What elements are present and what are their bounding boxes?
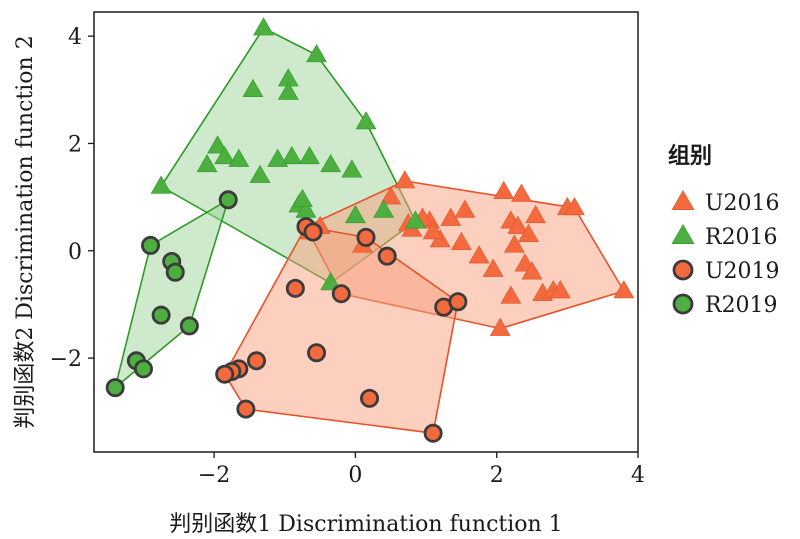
point-r2016	[320, 272, 342, 291]
legend-marker	[671, 223, 695, 245]
series-r2016	[150, 17, 426, 291]
y-tick-label: 4	[68, 25, 82, 50]
point-r2016	[355, 111, 377, 130]
point-r2016	[242, 78, 264, 98]
point-u2019	[377, 246, 397, 266]
legend-label: R2016	[705, 225, 778, 250]
point-u2019	[448, 292, 468, 312]
x-tick-label: 2	[490, 463, 504, 488]
point-u2016	[493, 180, 515, 200]
point-r2019	[105, 378, 125, 398]
point-u2016	[450, 231, 472, 250]
series-r2019	[105, 190, 238, 398]
legend-marker	[672, 293, 694, 315]
point-u2016	[525, 205, 546, 224]
point-u2016	[518, 223, 539, 242]
point-r2016	[405, 210, 426, 229]
point-u2016	[511, 183, 532, 202]
point-r2016	[344, 205, 366, 224]
legend-label: U2019	[705, 259, 780, 284]
legend-items: U2016 R2016 U2019 R2019	[671, 189, 780, 318]
point-r2016	[207, 135, 229, 154]
point-r2019	[179, 316, 199, 336]
legend-item-u2019: U2019	[672, 259, 780, 284]
point-u2019	[285, 278, 305, 298]
point-u2016	[380, 186, 402, 205]
point-r2019	[165, 262, 185, 282]
point-r2016	[249, 164, 271, 183]
point-r2016	[267, 148, 289, 167]
point-u2016	[468, 245, 490, 264]
point-u2016	[454, 199, 476, 218]
point-r2016	[291, 188, 313, 208]
point-u2016	[500, 285, 522, 304]
y-axis-title: 判别函数2 Discrimination function 2	[13, 35, 38, 428]
point-r2016	[150, 175, 172, 194]
point-u2019	[360, 388, 380, 408]
x-tick-label: 4	[631, 463, 645, 488]
point-r2016	[253, 17, 274, 36]
point-r2016	[341, 159, 363, 178]
point-u2019	[331, 284, 351, 304]
point-u2016	[489, 317, 511, 336]
point-r2019	[218, 190, 238, 210]
legend-title: 组别	[668, 143, 712, 169]
point-u2016	[549, 280, 571, 299]
point-r2019	[151, 305, 171, 325]
point-u2016	[422, 221, 444, 240]
legend-label: U2016	[705, 191, 780, 216]
point-r2016	[214, 146, 236, 165]
x-axis-title: 判别函数1 Discrimination function 1	[169, 512, 562, 537]
point-u2019	[307, 343, 327, 363]
x-tick-label: 0	[348, 463, 362, 488]
point-u2019	[246, 351, 266, 371]
point-r2019	[141, 235, 161, 255]
point-u2019	[303, 222, 323, 242]
point-u2016	[482, 258, 504, 277]
point-u2019	[236, 399, 256, 419]
point-u2019	[215, 364, 235, 384]
y-tick-label: −2	[50, 347, 82, 372]
plot-frame	[93, 11, 639, 453]
point-u2016	[521, 261, 543, 280]
x-tick-label: −2	[198, 463, 230, 488]
point-r2016	[277, 81, 299, 100]
legend-item-u2016: U2016	[671, 189, 780, 216]
y-tick-label: 0	[68, 240, 82, 265]
point-u2016	[394, 170, 416, 189]
point-r2016	[281, 146, 303, 165]
point-r2016	[299, 146, 320, 165]
legend-item-r2016: R2016	[671, 223, 778, 250]
point-u2016	[507, 215, 529, 234]
legend-marker	[672, 259, 694, 281]
y-tick-label: 2	[68, 132, 82, 157]
point-u2016	[503, 234, 525, 253]
legend-label: R2019	[705, 293, 778, 318]
legend-item-r2019: R2019	[672, 293, 778, 318]
point-u2016	[563, 196, 585, 216]
point-u2019	[356, 227, 376, 247]
point-u2016	[613, 280, 635, 299]
point-r2016	[196, 154, 218, 173]
series-u2019	[215, 217, 468, 443]
legend-marker	[671, 189, 695, 211]
legend: 组别 U2016 R2016 U2019 R2019	[668, 143, 780, 318]
point-r2016	[320, 154, 342, 173]
point-r2016	[228, 148, 250, 167]
tick-layer: −2 0 2 4 −2 0 2 4	[50, 25, 645, 488]
point-layer	[105, 17, 635, 443]
point-r2016	[306, 44, 327, 63]
point-u2019	[423, 423, 443, 443]
point-r2016	[373, 199, 395, 218]
point-r2019	[133, 359, 153, 379]
